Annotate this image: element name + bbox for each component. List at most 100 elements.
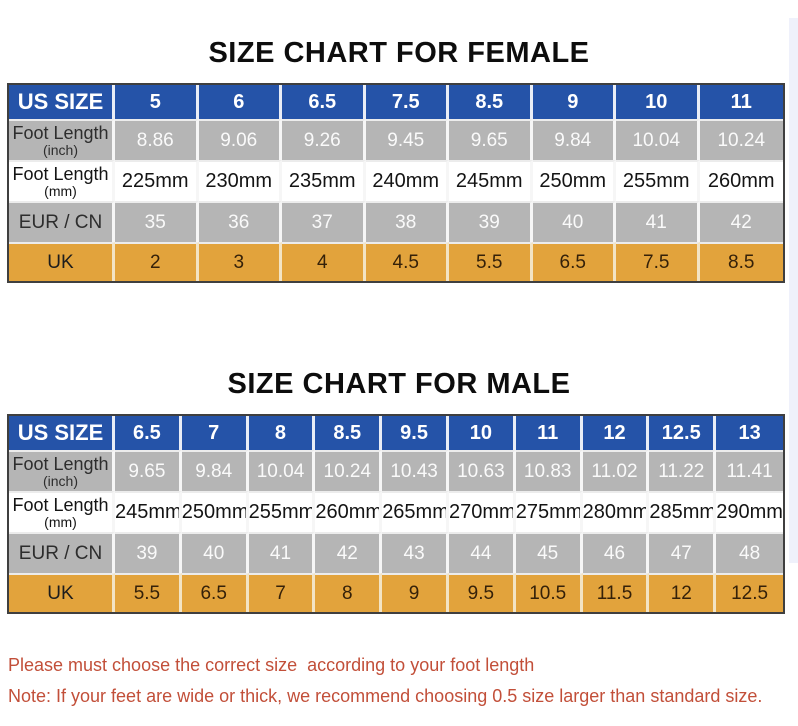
size-value-cell: 10.63 [448,450,516,491]
us-size-header-row: US SIZE 5 6 6.5 7.5 8.5 9 10 11 [9,85,783,119]
row-label-unit: (inch) [42,142,78,158]
size-value-cell: 9.45 [365,119,449,160]
size-value-cell: 43 [382,532,449,573]
size-value-cell: 10.24 [699,119,783,160]
size-value-cell: 9.5 [448,573,516,612]
size-value-cell: 250mm [181,491,249,532]
us-size-value-cell: 11 [699,85,783,119]
size-value-cell: 230mm [198,160,282,201]
row-label-cell: UK [9,242,115,281]
size-table-row: EUR / CN 39 40 41 42 43 44 45 46 47 48 [9,532,783,573]
row-label-unit: (mm) [44,183,77,199]
row-label-text: Foot Length [12,454,109,474]
us-size-value-cell: 7 [181,416,249,450]
size-value-cell: 9.65 [449,119,533,160]
size-table-row: UK 2 3 4 4.5 5.5 6.5 7.5 8.5 [9,242,783,281]
size-value-cell: 37 [282,201,366,242]
size-value-cell: 8.86 [115,119,199,160]
male-chart-title: SIZE CHART FOR MALE [227,368,571,400]
size-value-cell: 46 [582,532,650,573]
size-value-cell: 12.5 [716,573,783,612]
note-choose-correct-size: Please must choose the correct size acco… [8,655,535,675]
size-notes: Please must choose the correct size acco… [8,650,798,712]
size-value-cell: 12 [649,573,717,612]
row-label-text: Foot Length [12,164,109,184]
size-value-cell: 40 [532,201,616,242]
size-value-cell: 9.65 [115,450,182,491]
size-value-cell: 35 [115,201,199,242]
row-label-unit: (inch) [42,473,78,489]
size-value-cell: 39 [115,532,182,573]
size-value-cell: 41 [616,201,700,242]
size-value-cell: 10.5 [515,573,583,612]
size-value-cell: 235mm [282,160,366,201]
us-size-value-cell: 8 [248,416,316,450]
size-value-cell: 38 [365,201,449,242]
row-label-text: UK [47,583,74,604]
size-value-cell: 36 [198,201,282,242]
us-size-value-cell: 11 [515,416,583,450]
us-size-value-cell: 6 [198,85,282,119]
size-value-cell: 2 [115,242,199,281]
us-size-header-row: US SIZE 6.5 7 8 8.5 9.5 10 11 12 12.5 13 [9,416,783,450]
us-size-header-label: US SIZE [9,416,115,450]
size-value-cell: 3 [198,242,282,281]
row-label-text: Foot Length [12,123,109,143]
row-label-cell: Foot Length (inch) [9,450,115,491]
us-size-value-cell: 10 [448,416,516,450]
size-value-cell: 44 [448,532,516,573]
size-value-cell: 250mm [532,160,616,201]
us-size-value-cell: 5 [115,85,199,119]
size-value-cell: 4.5 [365,242,449,281]
size-value-cell: 8 [315,573,383,612]
row-label-cell: Foot Length (mm) [9,160,115,201]
size-value-cell: 260mm [699,160,783,201]
size-value-cell: 290mm [716,491,783,532]
size-value-cell: 255mm [248,491,316,532]
size-table-row: Foot Length (inch) 9.65 9.84 10.04 10.24 10.43… [9,450,783,491]
size-value-cell: 11.22 [649,450,717,491]
size-value-cell: 7.5 [616,242,700,281]
row-label-cell: Foot Length (mm) [9,491,115,532]
size-value-cell: 240mm [365,160,449,201]
note-wide-feet: Note: If your feet are wide or thick, we… [8,686,763,706]
size-value-cell: 11.5 [582,573,650,612]
size-value-cell: 280mm [582,491,650,532]
size-value-cell: 9 [382,573,449,612]
us-size-value-cell: 7.5 [365,85,449,119]
us-size-value-cell: 10 [616,85,700,119]
size-value-cell: 6.5 [181,573,249,612]
size-value-cell: 9.26 [282,119,366,160]
row-label-text: Foot Length [12,495,109,515]
size-value-cell: 9.84 [532,119,616,160]
size-value-cell: 4 [282,242,366,281]
female-chart-title: SIZE CHART FOR FEMALE [208,37,590,69]
size-table-row: EUR / CN 35 36 37 38 39 40 41 42 [9,201,783,242]
size-value-cell: 270mm [448,491,516,532]
size-value-cell: 45 [515,532,583,573]
us-size-value-cell: 12.5 [649,416,717,450]
size-value-cell: 42 [699,201,783,242]
size-table-row: Foot Length (mm) 225mm 230mm 235mm 240mm 245mm… [9,160,783,201]
size-value-cell: 5.5 [449,242,533,281]
size-value-cell: 10.24 [315,450,383,491]
size-value-cell: 11.41 [716,450,783,491]
size-value-cell: 245mm [449,160,533,201]
us-size-value-cell: 9 [532,85,616,119]
row-label-text: EUR / CN [18,542,103,564]
size-value-cell: 9.06 [198,119,282,160]
row-label-unit: (mm) [44,514,77,530]
size-value-cell: 11.02 [582,450,650,491]
size-value-cell: 42 [315,532,383,573]
size-value-cell: 225mm [115,160,199,201]
size-value-cell: 265mm [382,491,449,532]
size-value-cell: 10.04 [248,450,316,491]
size-value-cell: 9.84 [181,450,249,491]
us-size-value-cell: 6.5 [282,85,366,119]
right-edge-artifact [789,18,798,563]
size-value-cell: 255mm [616,160,700,201]
size-value-cell: 5.5 [115,573,182,612]
us-size-value-cell: 6.5 [115,416,182,450]
row-label-cell: EUR / CN [9,201,115,242]
size-value-cell: 40 [181,532,249,573]
